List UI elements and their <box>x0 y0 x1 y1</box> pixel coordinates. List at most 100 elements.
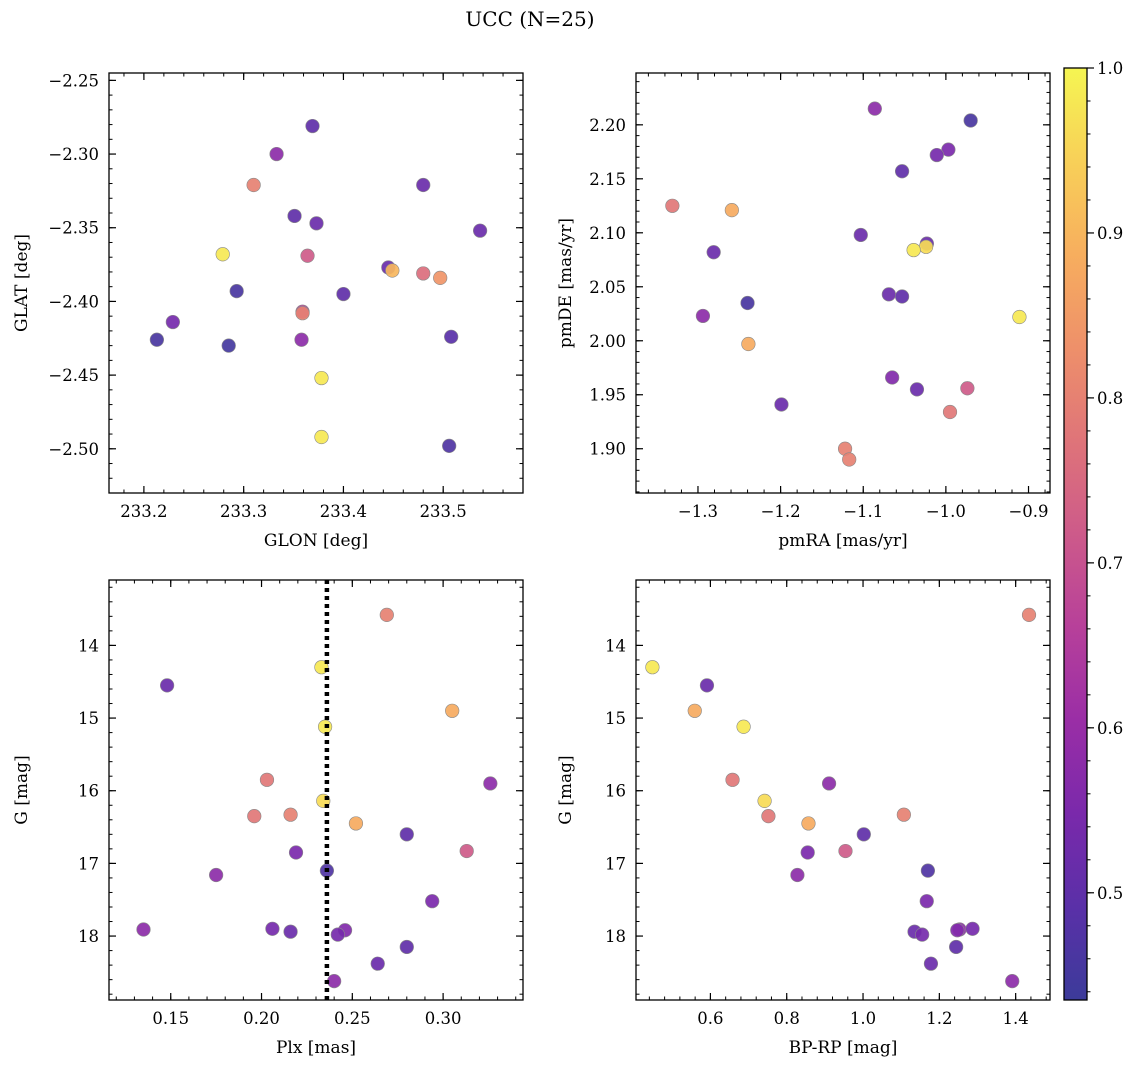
x-tick-label: 0.8 <box>774 1009 800 1028</box>
y-tick-label: −2.35 <box>48 219 99 238</box>
data-point <box>838 843 853 859</box>
data-point <box>736 719 751 734</box>
data-point <box>209 867 224 883</box>
data-point <box>885 370 900 385</box>
data-point <box>941 142 956 157</box>
data-point <box>645 660 660 675</box>
data-points <box>149 118 488 453</box>
data-point <box>229 284 244 299</box>
scatter-panel-2: −1.3 −1.2 −1.1 −1.0 −0.9 1.90 1.95 2.00 2.05 2.10… <box>556 72 1051 551</box>
data-points <box>136 607 498 989</box>
data-point <box>283 924 298 939</box>
data-point <box>444 329 459 344</box>
y-tick-label: −2.25 <box>48 71 99 90</box>
data-point <box>774 397 789 412</box>
data-points <box>665 101 1027 467</box>
data-point <box>1021 607 1037 622</box>
colorbar-tick-label: 0.5 <box>1097 884 1123 903</box>
data-point <box>923 956 939 971</box>
data-point <box>761 809 776 824</box>
y-tick-label: 2.00 <box>589 332 626 351</box>
data-point <box>724 203 739 218</box>
data-point <box>919 894 934 909</box>
y-tick-label: 2.15 <box>589 170 626 189</box>
data-point <box>920 863 935 878</box>
y-tick-label: −2.30 <box>48 145 99 164</box>
data-point <box>965 921 980 936</box>
data-point <box>801 816 816 831</box>
data-point <box>300 248 315 263</box>
data-point <box>918 239 934 254</box>
y-tick-label: 2.10 <box>589 224 626 243</box>
data-point <box>399 939 414 955</box>
data-point <box>165 314 180 330</box>
x-tick-label: −1.2 <box>761 502 801 521</box>
y-tick-label: 1.90 <box>589 440 626 459</box>
y-tick-label: 18 <box>78 927 99 946</box>
x-tick-label: 233.5 <box>420 502 467 521</box>
x-tick-label: 0.30 <box>425 1009 462 1028</box>
data-point <box>370 956 385 971</box>
data-point <box>445 703 460 718</box>
data-points <box>645 607 1037 989</box>
colorbar-tick-label: 0.8 <box>1097 389 1123 408</box>
colorbar: 0.5 0.6 0.7 0.8 0.9 1.0 <box>1063 59 1123 1001</box>
data-point <box>699 678 715 693</box>
data-point <box>687 703 702 718</box>
x-tick-label: −0.9 <box>1008 502 1048 521</box>
axes-frame <box>108 72 524 494</box>
data-point <box>896 807 911 822</box>
y-tick-label: 15 <box>78 709 99 728</box>
scatter-panel-4: 0.6 0.8 1.0 1.2 1.4 14 15 16 17 18 BP-RP [mag] G [m… <box>556 579 1051 1058</box>
colorbar-tick-label: 1.0 <box>1097 59 1123 78</box>
colorbar-tick-label: 0.6 <box>1097 719 1123 738</box>
y-tick-label: 17 <box>605 854 626 873</box>
x-tick-label: −1.3 <box>678 502 718 521</box>
y-axis-label: G [mag] <box>12 755 32 824</box>
data-point <box>336 286 351 302</box>
data-point <box>160 678 175 693</box>
data-point <box>459 843 474 859</box>
data-point <box>327 974 342 989</box>
data-point <box>695 308 711 324</box>
axes-frame <box>108 579 524 1001</box>
x-tick-label: 233.2 <box>120 502 167 521</box>
data-point <box>215 247 230 262</box>
data-point <box>950 923 965 938</box>
data-point <box>259 772 275 787</box>
data-point <box>399 827 414 842</box>
data-point <box>949 939 964 955</box>
x-tick-label: −1.1 <box>843 502 883 521</box>
y-tick-label: −2.45 <box>48 366 99 385</box>
y-axis-label: pmDE [mas/yr] <box>556 218 576 348</box>
scatter-panel-3: 0.15 0.20 0.25 0.30 14 15 16 17 18 Plx [mas] G [ma… <box>12 579 524 1058</box>
data-point <box>706 245 721 260</box>
data-point <box>314 370 329 386</box>
data-point <box>136 922 151 937</box>
data-point <box>800 845 815 860</box>
scatter-panel-1: 233.2 233.3 233.4 233.5 −2.25 −2.30 −2.35 −2.40… <box>12 71 524 551</box>
data-point <box>725 772 740 787</box>
y-tick-label: 16 <box>605 782 626 801</box>
data-point <box>473 223 488 238</box>
data-point <box>867 101 882 116</box>
data-point <box>963 113 978 128</box>
data-point <box>283 807 298 822</box>
y-axis-label: GLAT [deg] <box>12 234 32 332</box>
data-point <box>287 208 302 224</box>
y-tick-label: 14 <box>605 636 626 655</box>
data-point <box>757 793 772 808</box>
x-tick-label: −1.0 <box>926 502 966 521</box>
x-tick-label: 1.0 <box>850 1009 876 1028</box>
x-axis-label: GLON [deg] <box>264 531 368 551</box>
data-point <box>894 289 910 304</box>
data-point <box>433 270 448 285</box>
data-point <box>929 147 944 163</box>
data-point <box>348 816 364 831</box>
colorbar-tick-label: 0.7 <box>1097 554 1123 573</box>
data-point <box>294 332 309 347</box>
colorbar-gradient <box>1063 67 1088 1001</box>
y-axis-label: G [mag] <box>556 755 576 824</box>
x-tick-label: 0.20 <box>243 1009 280 1028</box>
